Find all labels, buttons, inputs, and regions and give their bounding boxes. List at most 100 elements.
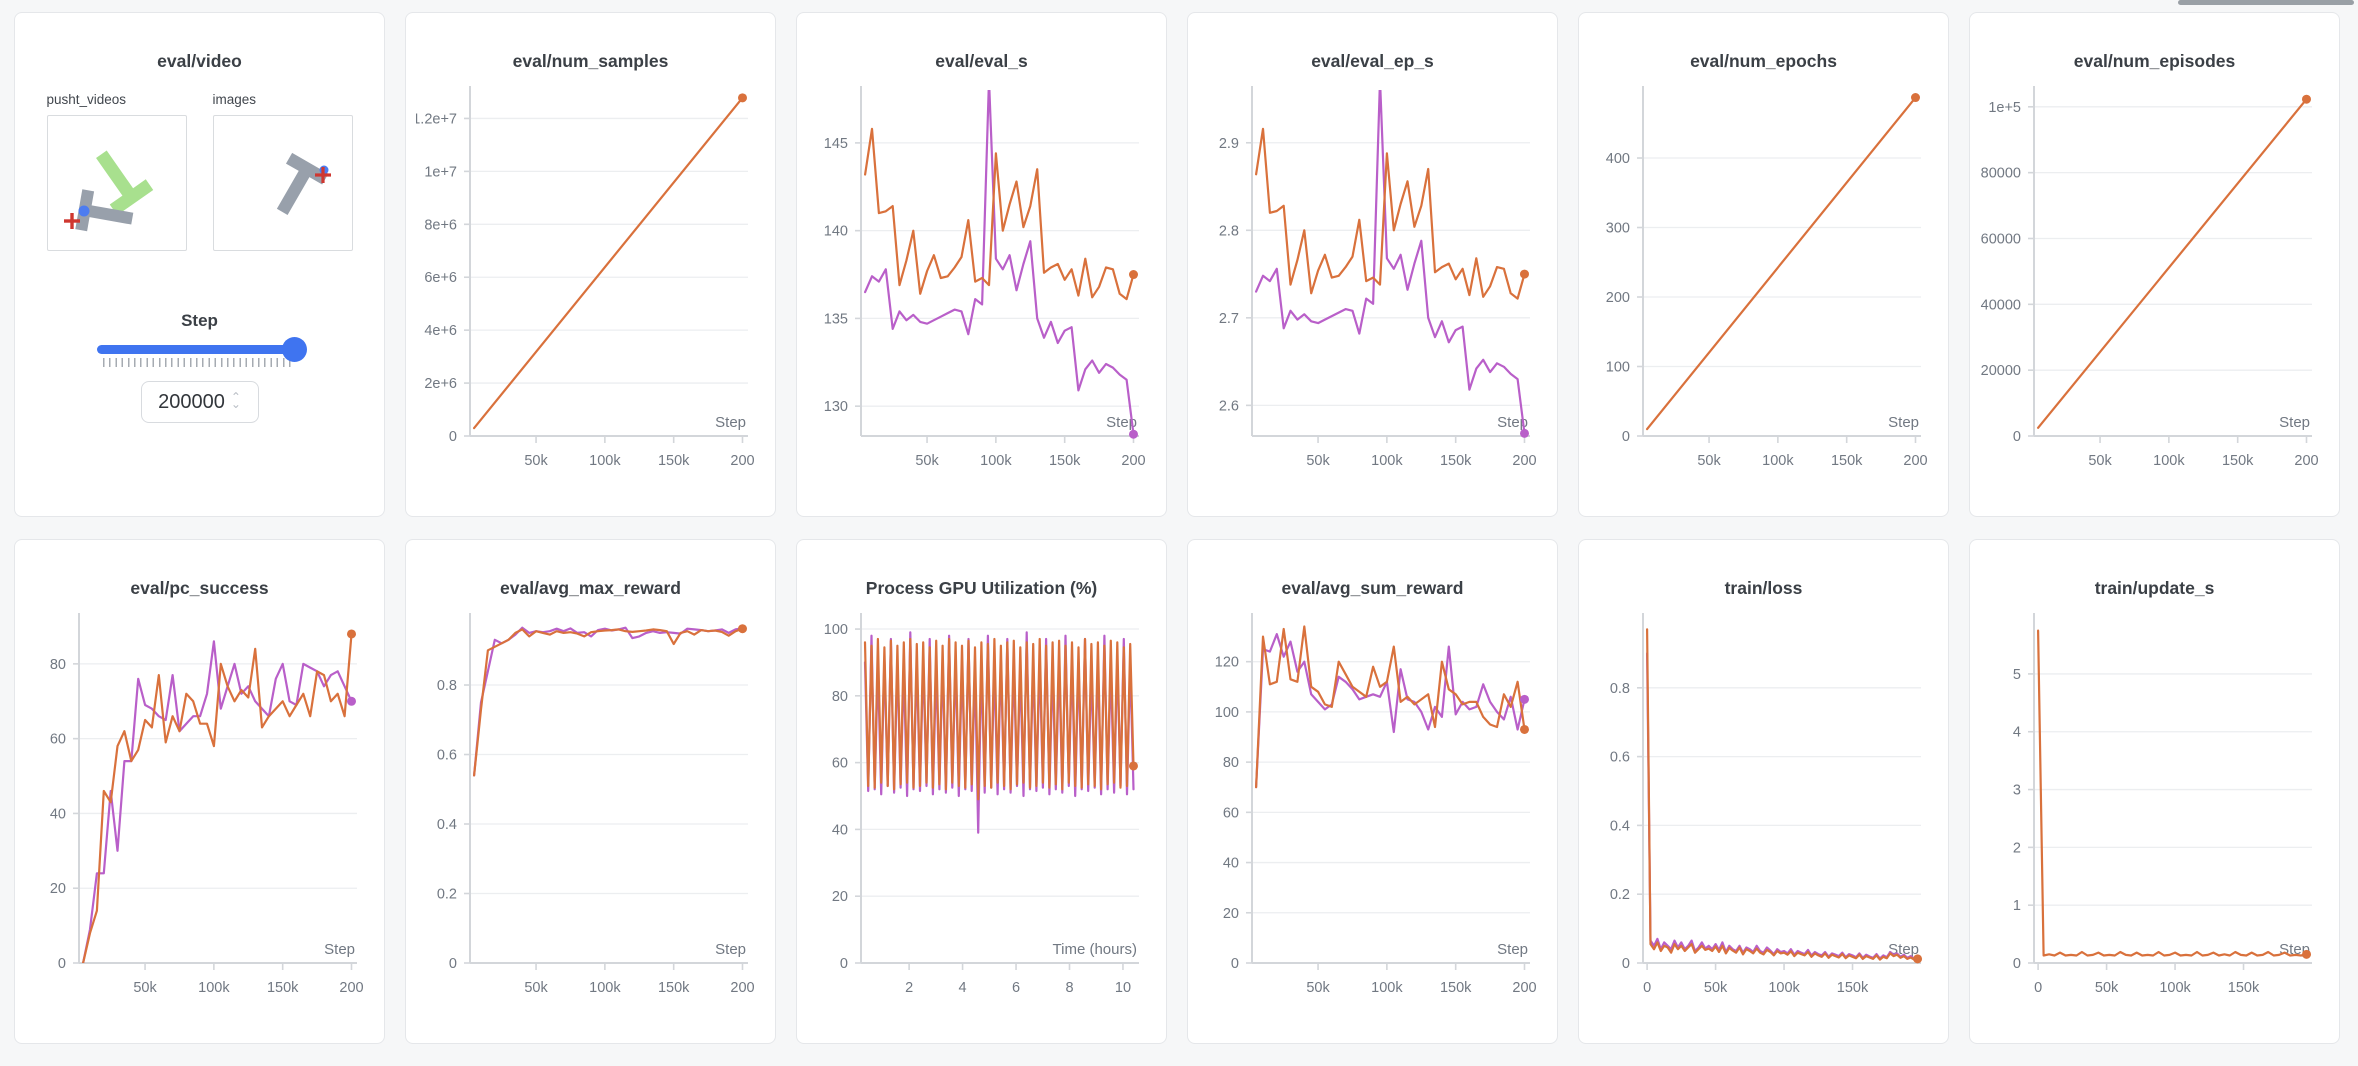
svg-text:80000: 80000	[1981, 166, 2021, 182]
chart-title: train/loss	[1724, 578, 1803, 598]
svg-text:0: 0	[58, 956, 66, 972]
panel-title: eval/video	[157, 51, 242, 71]
chart-panel-eval-num-samples: eval/num_samples 0 2e+6 4e+6 6e+6 8e+6 1e+7 1.…	[405, 12, 776, 517]
svg-text:150k: 150k	[2228, 980, 2260, 996]
svg-text:50k: 50k	[2088, 453, 2112, 469]
media-row: pusht_videos	[15, 92, 384, 251]
video-thumbnail-pusht[interactable]	[46, 115, 187, 251]
image-thumbnail[interactable]	[212, 115, 353, 251]
svg-text:0: 0	[1643, 980, 1651, 996]
line-chart-svg: 130 135 140 145 50k 100k 150k 200 Step	[824, 86, 1146, 469]
svg-text:100: 100	[1215, 705, 1239, 721]
svg-text:80: 80	[1223, 755, 1239, 771]
line-chart[interactable]: 2.6 2.7 2.8 2.9 50k 100k 150k 200 Step	[1188, 78, 1557, 482]
series-orange-line	[1254, 625, 1526, 789]
chart-title: eval/avg_max_reward	[500, 578, 681, 598]
scrollbar-thumb[interactable]	[2178, 0, 2354, 5]
line-chart[interactable]: 0 20 40 60 80 50k 100k 150k 200 Step	[15, 605, 384, 1009]
svg-text:0: 0	[840, 956, 848, 972]
svg-text:400: 400	[1606, 151, 1630, 167]
line-chart-svg: 0 100 200 300 400 50k 100k 150k 200 Step	[1606, 86, 1928, 469]
media-panel-eval-video: eval/video pusht_videos	[14, 12, 385, 517]
agent-dot	[78, 205, 89, 217]
chart-title: eval/pc_success	[130, 578, 269, 598]
stepper-up-icon[interactable]: ⌃	[230, 390, 241, 404]
svg-text:1.2e+7: 1.2e+7	[416, 111, 457, 127]
chart-title: eval/avg_sum_reward	[1281, 578, 1464, 598]
svg-text:1e+7: 1e+7	[424, 164, 457, 180]
line-chart-svg: 0 2e+6 4e+6 6e+6 8e+6 1e+7 1.2e+7 50k 100k 150k 20…	[416, 86, 755, 469]
slider-track[interactable]	[96, 337, 307, 362]
svg-text:150k: 150k	[658, 980, 690, 996]
step-number-input[interactable]: 200000 ⌃ ⌄	[140, 381, 259, 423]
svg-text:150k: 150k	[2222, 453, 2254, 469]
step-slider[interactable]	[96, 337, 307, 367]
line-chart[interactable]: 0 20 40 60 80 100 2 4 6 8 10 Time (hours)	[797, 605, 1166, 1009]
line-chart-svg: 0 0.2 0.4 0.6 0.8 50k 100k 150k 200 Step	[437, 613, 755, 996]
line-chart[interactable]: 0 2e+6 4e+6 6e+6 8e+6 1e+7 1.2e+7 50k 100k 150k 20…	[406, 78, 775, 482]
svg-text:150k: 150k	[658, 453, 690, 469]
line-chart[interactable]: 0 0.2 0.4 0.6 0.8 50k 100k 150k 200 Step	[406, 605, 775, 1009]
svg-text:1e+5: 1e+5	[1988, 100, 2021, 116]
series-orange-end-dot	[1128, 270, 1138, 280]
line-chart[interactable]: 0 1 2 3 4 5 0 50k 100k 150k Step	[1970, 605, 2339, 1009]
svg-text:40000: 40000	[1981, 297, 2021, 313]
series-orange-line	[863, 637, 1135, 801]
chart-title: eval/eval_ep_s	[1311, 51, 1434, 71]
svg-text:135: 135	[824, 311, 848, 327]
svg-text:50k: 50k	[1306, 980, 1330, 996]
svg-text:5: 5	[2013, 667, 2021, 683]
svg-text:150k: 150k	[1831, 453, 1863, 469]
svg-text:6e+6: 6e+6	[424, 270, 457, 286]
series-purple-end-dot	[1128, 429, 1138, 439]
svg-text:0.2: 0.2	[1610, 887, 1630, 903]
series-orange-line	[1254, 127, 1526, 300]
series-purple-line	[863, 90, 1135, 436]
svg-text:100k: 100k	[589, 453, 621, 469]
goal-cross	[314, 167, 331, 183]
series-orange-end-dot	[2301, 94, 2311, 104]
line-chart[interactable]: 0 20000 40000 60000 80000 1e+5 50k 100k 150k 200 S…	[1970, 78, 2339, 482]
slider-knob[interactable]	[281, 337, 307, 362]
stepper-down-icon[interactable]: ⌄	[230, 397, 241, 411]
svg-text:200: 200	[339, 980, 363, 996]
svg-text:2.9: 2.9	[1219, 136, 1239, 152]
svg-text:2.6: 2.6	[1219, 398, 1239, 414]
green-t-shape	[95, 150, 153, 216]
chart-panel-train-loss: train/loss 0 0.2 0.4 0.6 0.8 0 50k 100k 150k Step	[1578, 539, 1949, 1044]
series-purple-end-dot	[1519, 694, 1529, 704]
series-orange-end-dot	[1128, 761, 1138, 771]
series-orange-line	[863, 127, 1135, 301]
svg-text:100k: 100k	[2153, 453, 2185, 469]
svg-text:Step: Step	[715, 941, 746, 958]
svg-text:100k: 100k	[2159, 980, 2191, 996]
svg-text:40: 40	[1223, 856, 1239, 872]
chart-title: eval/num_samples	[512, 51, 669, 71]
series-purple-line	[472, 626, 744, 777]
chart-panel-eval-avg-sum-reward: eval/avg_sum_reward 0 20 40 60 80 100 120 50k 10…	[1187, 539, 1558, 1044]
svg-text:100k: 100k	[1371, 980, 1403, 996]
line-chart-svg: 2.6 2.7 2.8 2.9 50k 100k 150k 200 Step	[1219, 86, 1537, 469]
svg-text:8: 8	[1065, 980, 1073, 996]
series-orange-end-dot	[737, 624, 747, 634]
chart-panel-eval-num-episodes: eval/num_episodes 0 20000 40000 60000 80000 1…	[1969, 12, 2340, 517]
line-chart[interactable]: 130 135 140 145 50k 100k 150k 200 Step	[797, 78, 1166, 482]
svg-text:0: 0	[1231, 956, 1239, 972]
svg-text:0: 0	[2013, 956, 2021, 972]
series-orange-end-dot	[737, 93, 747, 103]
svg-text:0: 0	[449, 429, 457, 445]
line-chart[interactable]: 0 20 40 60 80 100 120 50k 100k 150k 200 Step	[1188, 605, 1557, 1009]
series-orange-end-dot	[346, 629, 356, 639]
svg-text:0: 0	[1622, 956, 1630, 972]
line-chart[interactable]: 0 0.2 0.4 0.6 0.8 0 50k 100k 150k Step	[1579, 605, 1948, 1009]
svg-text:200: 200	[730, 453, 754, 469]
chart-panel-eval-eval-ep-s: eval/eval_ep_s 2.6 2.7 2.8 2.9 50k 100k 150k 20…	[1187, 12, 1558, 517]
svg-text:60000: 60000	[1981, 231, 2021, 247]
line-chart[interactable]: 0 100 200 300 400 50k 100k 150k 200 Step	[1579, 78, 1948, 482]
svg-text:50k: 50k	[915, 453, 939, 469]
svg-text:10: 10	[1115, 980, 1131, 996]
goal-cross	[63, 213, 80, 229]
svg-text:20000: 20000	[1981, 363, 2021, 379]
